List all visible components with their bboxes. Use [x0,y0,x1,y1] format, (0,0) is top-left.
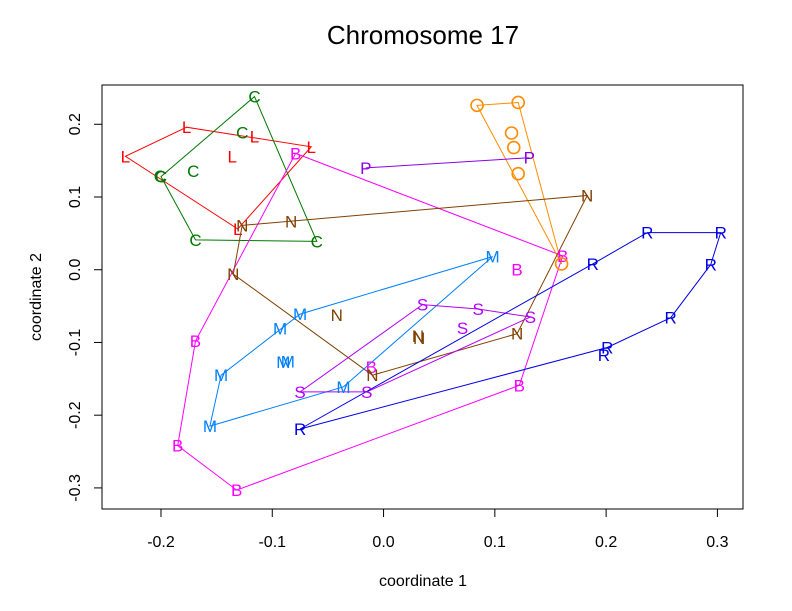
point-C: C [248,88,260,107]
y-tick-label: -0.3 [67,474,84,502]
point-M: M [281,352,295,371]
hull-P [365,157,530,169]
point-R: R [665,309,677,328]
point-L: L [121,147,130,166]
point-N: N [581,187,593,206]
point-B: B [557,247,568,266]
y-tick-label: -0.1 [67,329,84,357]
point-L: L [227,147,236,166]
point-M: M [214,366,228,385]
point-O [511,95,526,110]
hull-N [232,194,589,376]
point-O [506,140,521,155]
point-R: R [705,256,717,275]
point-L: L [250,128,259,147]
x-axis: -0.2 -0.1 0.0 0.1 0.2 0.3 [147,509,729,551]
point-B: B [172,437,183,456]
y-tick-label: 0.0 [67,259,84,281]
point-P: P [360,159,371,178]
point-R: R [715,224,727,243]
x-tick-label: -0.1 [258,534,286,551]
hull-O [476,101,563,265]
point-B: B [514,376,525,395]
x-axis-label: coordinate 1 [379,573,467,590]
point-C: C [236,123,248,142]
point-M: M [336,378,350,397]
point-O [554,257,569,271]
hull-B [177,152,564,491]
point-N: N [285,213,297,232]
hull-L [124,126,313,230]
point-C: C [187,162,199,181]
point-M: M [276,353,290,372]
point-S: S [525,308,536,327]
point-M: M [203,417,217,436]
point-C: C [189,231,201,250]
point-B: B [190,332,201,351]
point-M: M [293,305,307,324]
point-N: N [366,366,378,385]
point-S: S [417,296,428,315]
point-N: N [412,327,424,346]
point-N: N [236,216,248,235]
point-C: C [311,232,323,251]
point-N: N [227,265,239,284]
x-tick-label: 0.0 [372,534,394,551]
point-R: R [601,339,613,358]
point-M: M [486,248,500,267]
y-axis-label: coordinate 2 [28,253,45,341]
plot-frame [101,84,744,510]
point-C: C [155,168,167,187]
point-P: P [524,149,535,168]
point-B: B [511,261,522,280]
hull-R [299,232,722,430]
y-axis: -0.3 -0.2 -0.1 0.0 0.1 0.2 [67,113,102,502]
point-O [504,126,519,140]
point-B: B [231,481,242,500]
x-tick-label: 0.2 [595,534,617,551]
hull-S [298,304,533,393]
point-S: S [472,300,483,319]
point-B: B [366,358,377,377]
y-tick-label: 0.1 [67,186,84,208]
point-L: L [233,220,242,239]
point-N: N [331,306,343,325]
point-R: R [641,224,653,243]
point-C: C [154,167,166,186]
point-N: N [413,329,425,348]
y-tick-label: -0.2 [67,401,84,429]
point-S: S [361,383,372,402]
point-S: S [457,319,468,338]
point-O [511,166,526,181]
x-tick-label: 0.1 [484,534,506,551]
point-O [470,98,484,113]
point-S: S [294,383,305,402]
chart-title: Chromosome 17 [327,20,519,50]
point-R: R [587,255,599,274]
point-L: L [182,118,191,137]
hull-M [209,256,493,427]
point-L: L [306,138,315,157]
point-R: R [294,420,306,439]
x-tick-label: 0.3 [706,534,728,551]
x-tick-label: -0.2 [147,534,175,551]
point-R: R [598,346,610,365]
point-B: B [290,144,301,163]
hull-C [160,95,318,242]
point-M: M [273,320,287,339]
hull-lines [124,95,722,491]
point-N: N [511,325,523,344]
y-tick-label: 0.2 [67,113,84,135]
